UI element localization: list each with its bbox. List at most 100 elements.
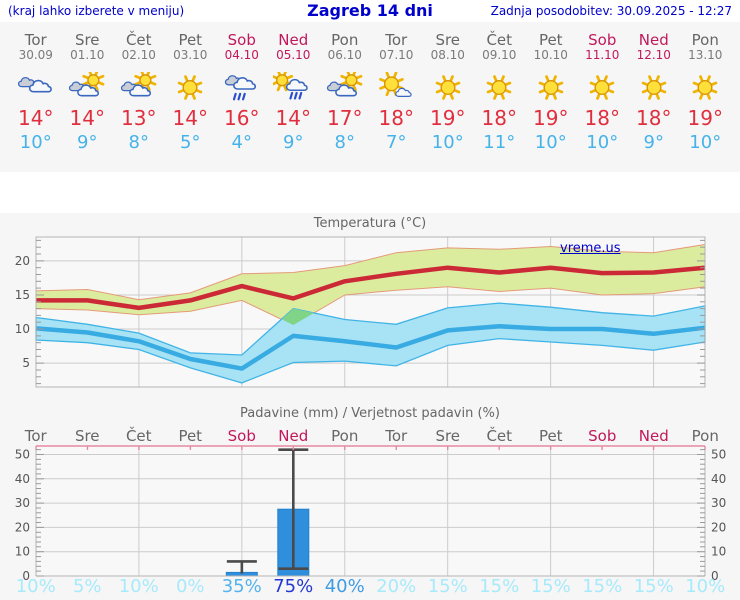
day-date: 03.10: [173, 48, 208, 62]
temp-min-value: 9°: [283, 132, 304, 153]
svg-text:50: 50: [15, 448, 30, 462]
precip-probability-value: 10%: [685, 576, 726, 597]
precipitation-chart-title: Padavine (mm) / Verjetnost padavin (%): [240, 406, 500, 421]
day-name: Tor: [385, 31, 408, 49]
temperature-chart-title: Temperatura (°C): [313, 216, 427, 231]
precip-day-label: Sob: [227, 427, 256, 445]
precip-probability-value: 40%: [324, 576, 365, 597]
forecast-day-column: Pet 03.10 14° 5°: [165, 28, 217, 168]
day-name: Ned: [638, 31, 669, 49]
temp-max-value: 18°: [584, 106, 620, 130]
precip-day-label: Sre: [435, 427, 461, 445]
day-name: Pet: [178, 31, 203, 49]
precip-day-label: Pon: [691, 427, 719, 445]
precip-probability-value: 15%: [582, 576, 623, 597]
fourteen-day-strip: Tor 30.09 14° 10° Sre 01.10 14° 9° Čet 0…: [10, 28, 731, 168]
temp-max-value: 13°: [121, 106, 157, 130]
svg-text:20: 20: [15, 520, 30, 534]
day-date: 13.10: [688, 48, 723, 62]
precip-probability-value: 35%: [221, 576, 262, 597]
vreme-us-link[interactable]: vreme.us: [560, 241, 621, 256]
svg-text:50: 50: [711, 448, 726, 462]
precipitation-chart: 0 0 10 10 20 20 30 30 40 40 50 50: [15, 445, 726, 583]
temp-min-value: 10°: [534, 132, 567, 153]
temp-min-value: 10°: [586, 132, 619, 153]
temp-max-value: 17°: [327, 106, 363, 130]
forecast-day-column: Sre 01.10 14° 9°: [62, 28, 114, 168]
svg-text:10: 10: [15, 322, 30, 336]
svg-text:5: 5: [22, 356, 30, 370]
svg-text:40: 40: [15, 472, 30, 486]
day-date: 10.10: [533, 48, 568, 62]
svg-text:15: 15: [15, 288, 30, 302]
day-date: 05.10: [276, 48, 311, 62]
day-date: 07.10: [379, 48, 414, 62]
svg-text:0: 0: [22, 569, 30, 583]
weather-icon-mostly-sunny: [371, 70, 423, 104]
day-name: Pet: [538, 31, 563, 49]
precip-probability-value: 75%: [273, 576, 314, 597]
forecast-day-column: Tor 07.10 18° 7°: [371, 28, 423, 168]
temp-max-value: 14°: [172, 106, 208, 130]
temp-max-value: 18°: [378, 106, 414, 130]
temp-min-value: 10°: [431, 132, 464, 153]
day-name: Sre: [74, 31, 100, 49]
day-name: Pon: [331, 31, 359, 49]
temp-min-value: 10°: [19, 132, 52, 153]
day-date: 11.10: [585, 48, 620, 62]
forecast-day-column: Sob 04.10 16° 4°: [216, 28, 268, 168]
day-name: Tor: [24, 31, 47, 49]
precip-probability-value: 20%: [376, 576, 417, 597]
precip-day-label: Ned: [278, 427, 309, 445]
temp-max-value: 14°: [69, 106, 105, 130]
precip-probability-value: 0%: [175, 576, 205, 597]
temp-max-value: 19°: [430, 106, 466, 130]
day-date: 30.09: [18, 48, 53, 62]
day-name: Čet: [125, 31, 152, 49]
precip-day-label: Pon: [331, 427, 359, 445]
precip-day-label: Čet: [486, 427, 513, 445]
day-date: 04.10: [224, 48, 259, 62]
weather-icon-sunny: [525, 70, 577, 104]
precip-probability-value: 15%: [427, 576, 468, 597]
day-date: 08.10: [430, 48, 465, 62]
temp-max-value: 18°: [481, 106, 517, 130]
day-date: 12.10: [636, 48, 671, 62]
day-date: 01.10: [70, 48, 105, 62]
menu-hint-text: (kraj lahko izberete v meniju): [8, 4, 185, 18]
weather-icon-sun-rain: [268, 70, 320, 104]
precip-day-label: Pet: [178, 427, 203, 445]
precip-day-label: Sre: [74, 427, 100, 445]
svg-text:40: 40: [711, 472, 726, 486]
weather-icon-partly: [113, 70, 165, 104]
weather-icon-sunny: [577, 70, 629, 104]
page-title: Zagreb 14 dni: [307, 1, 433, 20]
temp-min-value: 8°: [128, 132, 149, 153]
forecast-day-column: Sre 08.10 19° 10°: [422, 28, 474, 168]
precip-day-label: Pet: [538, 427, 563, 445]
precip-day-label: Ned: [638, 427, 669, 445]
day-date: 02.10: [121, 48, 156, 62]
precip-probability-value: 10%: [118, 576, 159, 597]
svg-text:0: 0: [711, 569, 719, 583]
forecast-day-column: Ned 05.10 14° 9°: [268, 28, 320, 168]
forecast-day-column: Pet 10.10 19° 10°: [525, 28, 577, 168]
temp-max-value: 14°: [18, 106, 54, 130]
weather-icon-sunny: [628, 70, 680, 104]
svg-text:30: 30: [15, 496, 30, 510]
last-update-text: Zadnja posodobitev: 30.09.2025 - 12:27: [490, 4, 732, 18]
precip-day-label: Tor: [385, 427, 408, 445]
forecast-strip-panel: [0, 22, 740, 172]
temp-min-value: 10°: [689, 132, 722, 153]
svg-text:30: 30: [711, 496, 726, 510]
forecast-day-column: Pon 06.10 17° 8°: [319, 28, 371, 168]
forecast-day-column: Pon 13.10 19° 10°: [680, 28, 732, 168]
precip-day-label: Čet: [125, 427, 152, 445]
temp-max-value: 16°: [224, 106, 260, 130]
temp-min-value: 9°: [77, 132, 98, 153]
weather-icon-sunny: [680, 70, 732, 104]
temp-min-value: 4°: [231, 132, 252, 153]
precip-probability-value: 15%: [530, 576, 571, 597]
weather-icon-rain: [216, 70, 268, 104]
precip-probability-value: 15%: [633, 576, 674, 597]
